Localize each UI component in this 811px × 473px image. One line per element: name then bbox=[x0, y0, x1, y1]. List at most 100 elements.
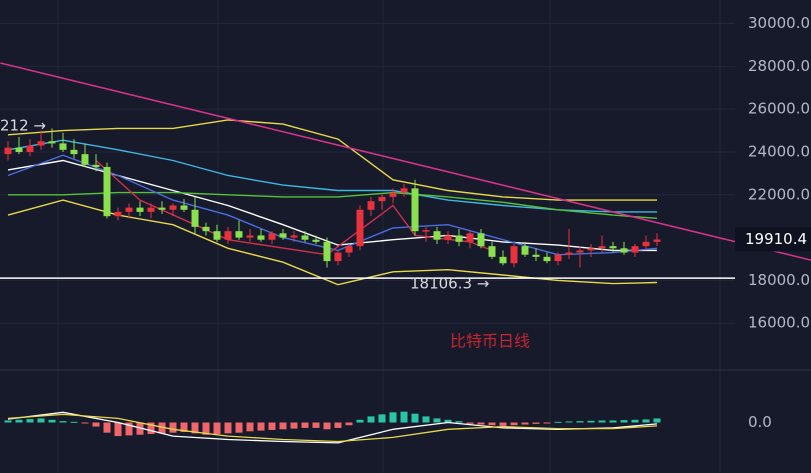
candle-body bbox=[202, 226, 210, 232]
histogram-bar bbox=[48, 419, 56, 423]
histogram-bar bbox=[92, 422, 100, 427]
candle bbox=[59, 132, 67, 152]
candle bbox=[290, 231, 298, 242]
candle bbox=[477, 229, 485, 249]
histogram-bar bbox=[301, 422, 309, 428]
histogram-bar bbox=[59, 421, 67, 423]
candle bbox=[213, 224, 221, 242]
candle-body bbox=[213, 231, 221, 240]
trend-line bbox=[0, 62, 811, 261]
candle-body bbox=[389, 192, 397, 197]
overlay-line bbox=[8, 191, 658, 219]
candle-body bbox=[136, 207, 144, 212]
candle-body bbox=[268, 233, 276, 240]
candle-body bbox=[15, 147, 23, 152]
candle-body bbox=[70, 149, 78, 155]
candle-body bbox=[620, 248, 628, 253]
candle bbox=[268, 231, 276, 244]
candle bbox=[576, 246, 584, 268]
histogram-bar bbox=[532, 422, 540, 424]
candle bbox=[444, 231, 452, 244]
candle-body bbox=[532, 254, 540, 257]
histogram-bar bbox=[191, 422, 199, 434]
candle-body bbox=[576, 250, 584, 253]
candle-body bbox=[246, 235, 254, 238]
candle bbox=[191, 196, 199, 234]
candle-body bbox=[466, 233, 474, 242]
candle bbox=[15, 136, 23, 155]
candle-body bbox=[235, 231, 243, 238]
candle-body bbox=[598, 246, 606, 249]
histogram-bar bbox=[642, 419, 650, 423]
histogram-bar bbox=[411, 413, 419, 423]
candle-body bbox=[191, 209, 199, 227]
candle-body bbox=[4, 147, 12, 155]
histogram-bar bbox=[598, 420, 606, 423]
y-tick-label: 26000.0 bbox=[748, 100, 810, 118]
y-tick-label: 24000.0 bbox=[748, 142, 810, 160]
candle bbox=[488, 241, 496, 259]
candle bbox=[510, 244, 518, 268]
candle-body bbox=[169, 205, 177, 210]
histogram-bar bbox=[576, 421, 584, 423]
candle-body bbox=[455, 235, 463, 242]
histogram-bar bbox=[400, 411, 408, 423]
histogram-bar bbox=[125, 422, 133, 436]
histogram-bar bbox=[158, 422, 166, 434]
histogram-bar bbox=[312, 422, 320, 428]
candle bbox=[543, 252, 551, 264]
histogram-bar bbox=[620, 420, 628, 423]
histogram-bar bbox=[246, 422, 254, 432]
candle-body bbox=[477, 233, 485, 247]
candle bbox=[92, 154, 100, 172]
histogram-bar bbox=[477, 422, 485, 425]
candle-body bbox=[37, 141, 45, 146]
candle bbox=[653, 233, 661, 247]
candle bbox=[367, 196, 375, 217]
candle-body bbox=[521, 246, 529, 255]
candle bbox=[499, 250, 507, 266]
histogram-bar bbox=[345, 422, 353, 426]
candle bbox=[70, 139, 78, 159]
y-tick-label: 22000.0 bbox=[748, 185, 810, 203]
y-tick-label: 18000.0 bbox=[748, 271, 810, 289]
candle bbox=[37, 130, 45, 150]
histogram-bar bbox=[455, 421, 463, 423]
candle bbox=[224, 226, 232, 244]
candle bbox=[125, 203, 133, 219]
candle bbox=[246, 229, 254, 242]
candle-body bbox=[367, 201, 375, 210]
histogram-bar bbox=[213, 422, 221, 435]
candle bbox=[279, 229, 287, 240]
level-label: 18106.3 → bbox=[410, 275, 489, 293]
candle-body bbox=[323, 241, 331, 262]
candle bbox=[587, 244, 595, 257]
candle-body bbox=[81, 154, 89, 165]
overlay-line bbox=[7, 119, 657, 201]
candle-body bbox=[103, 166, 111, 217]
candle-body bbox=[345, 246, 353, 253]
candle-body bbox=[312, 239, 320, 242]
candle-body bbox=[147, 207, 155, 212]
histogram-bar bbox=[147, 422, 155, 435]
histogram-bar bbox=[565, 421, 573, 423]
histogram-bar bbox=[378, 414, 386, 423]
candle-body bbox=[356, 209, 364, 247]
candle bbox=[312, 235, 320, 244]
candle-body bbox=[279, 233, 287, 238]
histogram-bar bbox=[466, 422, 474, 424]
candle-body bbox=[224, 231, 232, 240]
histogram-bar bbox=[103, 422, 111, 433]
candle-body bbox=[378, 196, 386, 202]
candle bbox=[81, 143, 89, 167]
candle bbox=[103, 162, 111, 219]
candle bbox=[180, 199, 188, 212]
indicator-line bbox=[7, 411, 658, 444]
histogram-bar bbox=[70, 421, 78, 423]
candle bbox=[202, 222, 210, 236]
candle-body bbox=[543, 256, 551, 262]
candle-body bbox=[400, 188, 408, 193]
histogram-bar bbox=[422, 416, 430, 423]
